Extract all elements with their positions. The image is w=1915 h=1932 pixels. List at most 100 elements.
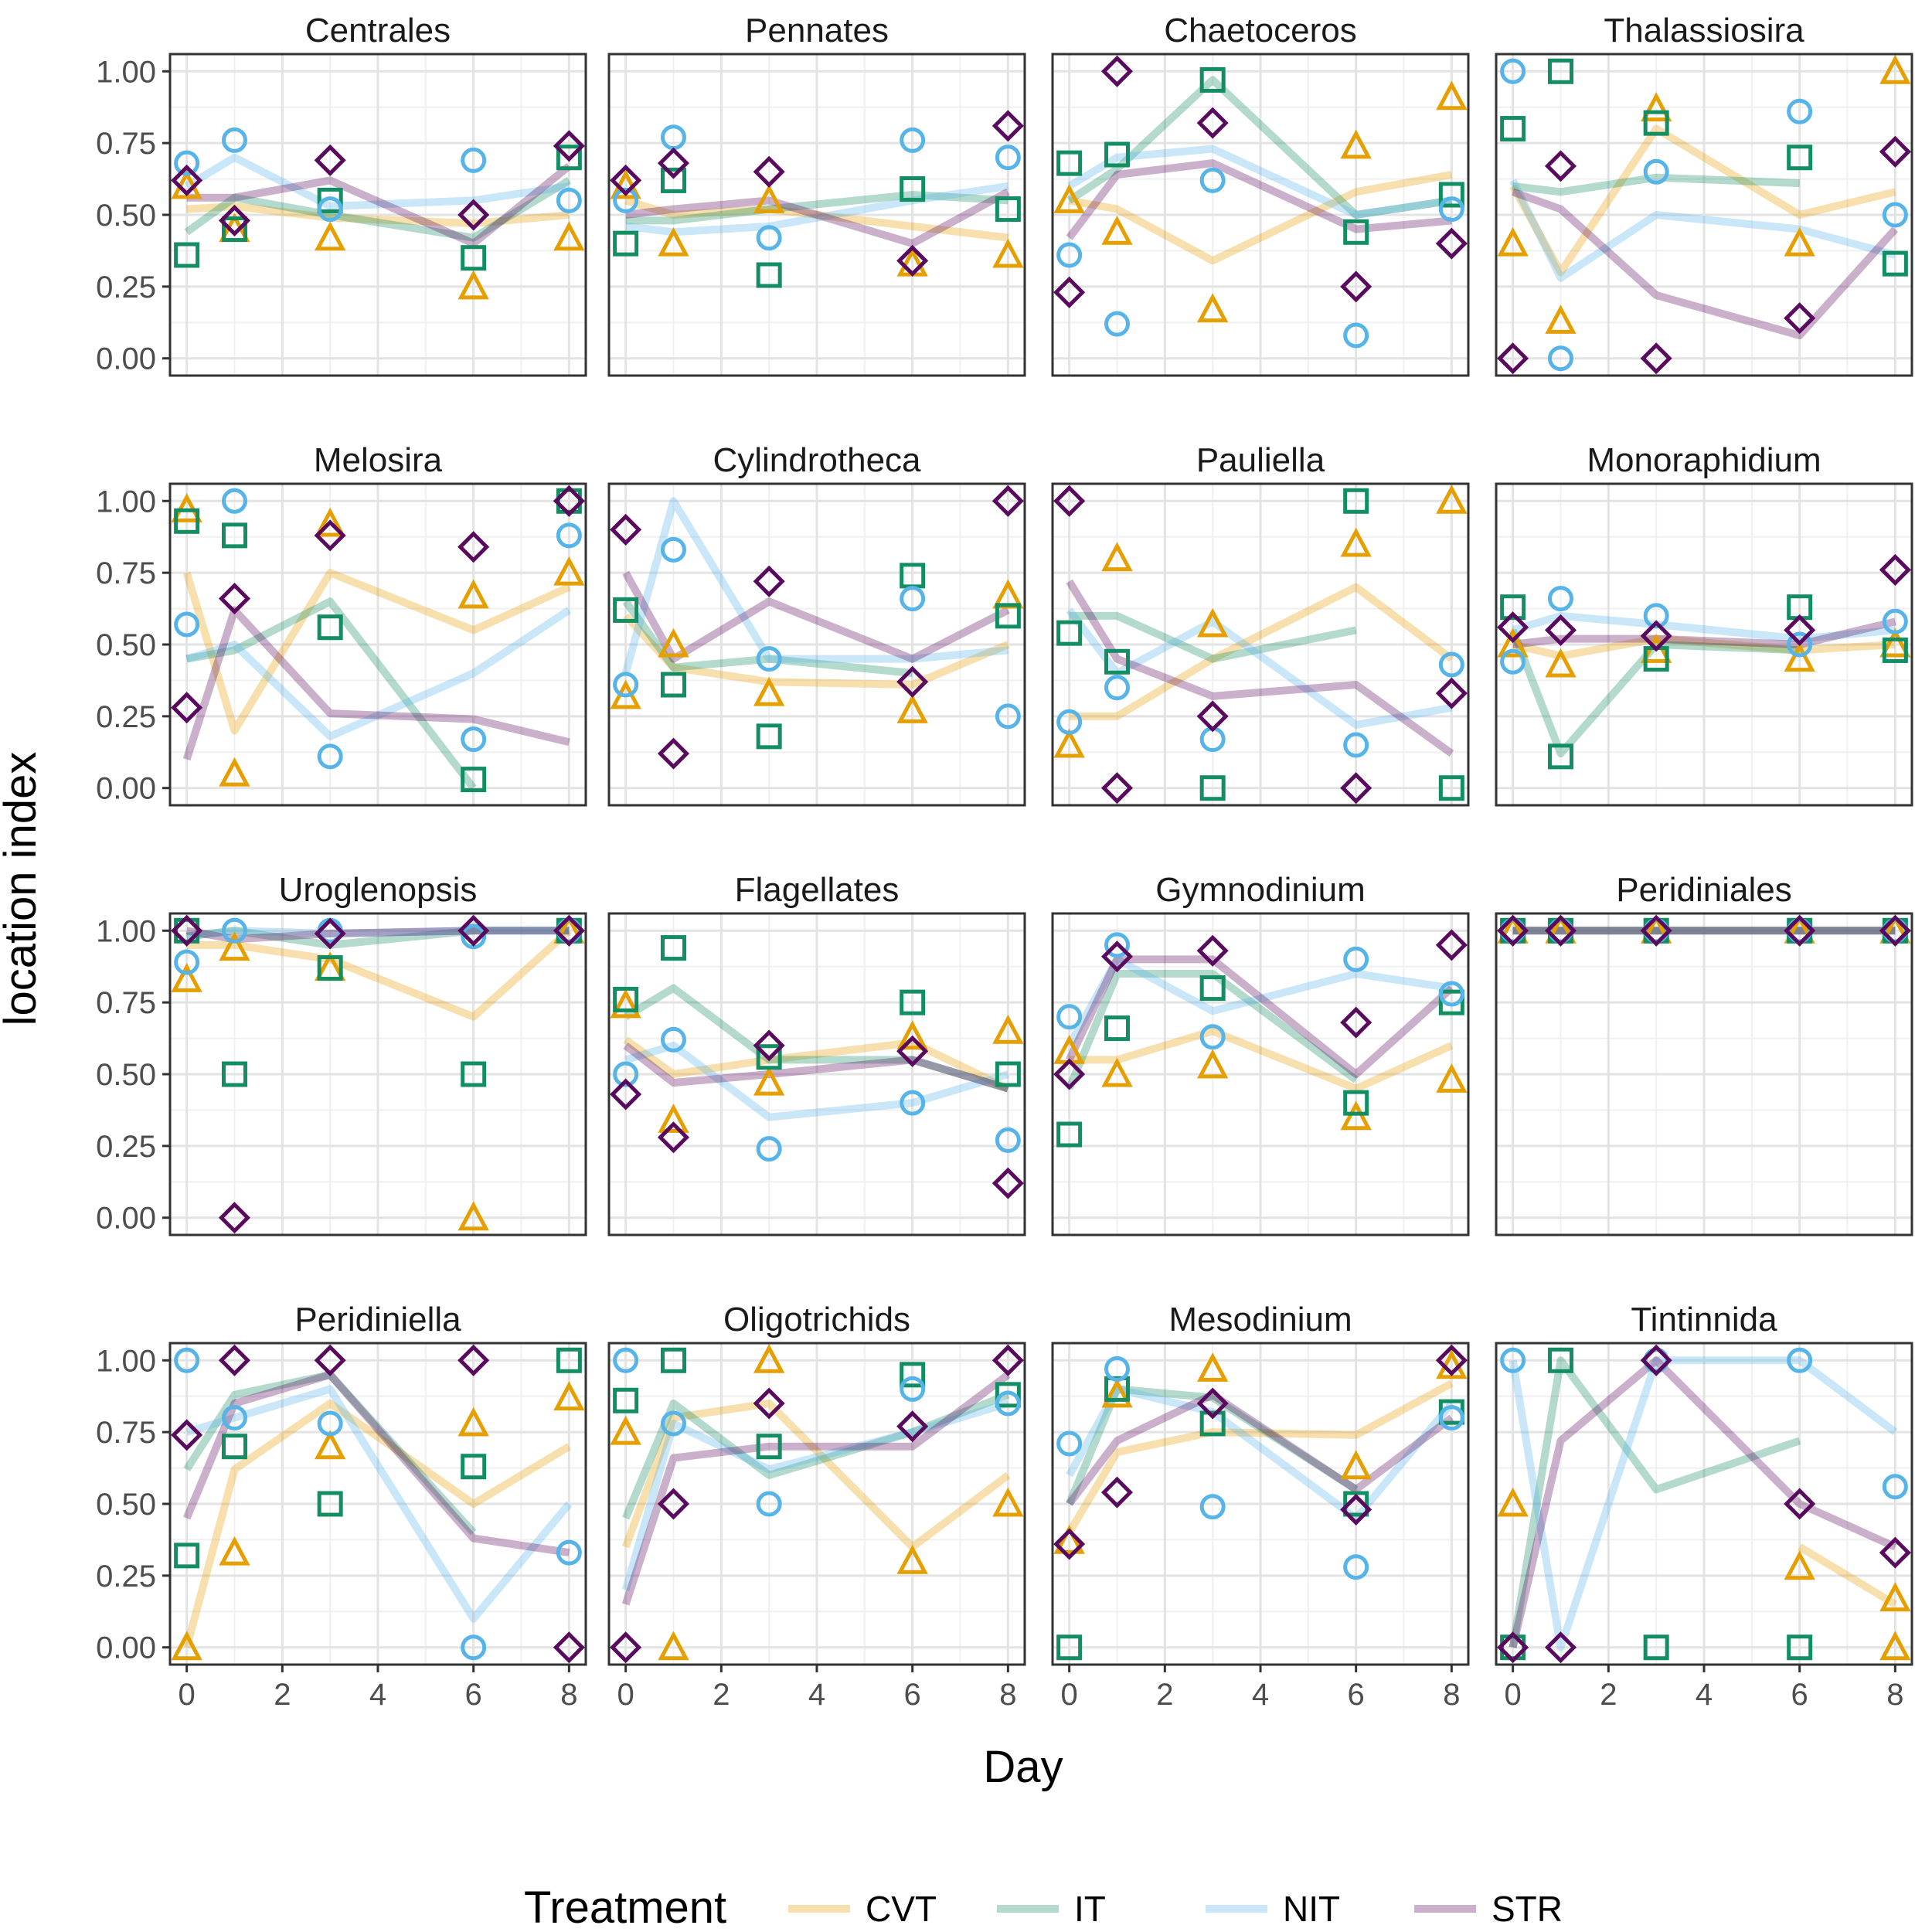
data-point-nit	[995, 1390, 1021, 1417]
data-point-it	[221, 1434, 247, 1460]
data-point-nit	[1500, 58, 1526, 84]
x-tick-label: 0	[617, 1678, 634, 1712]
data-point-cvt	[992, 1487, 1024, 1517]
series-line-it	[1065, 970, 1359, 1090]
series-line-nit	[185, 1385, 573, 1623]
data-point-cvt	[1436, 1063, 1468, 1093]
x-tick-label: 8	[999, 1678, 1016, 1712]
data-point-nit	[317, 196, 343, 223]
series-line-it	[185, 597, 477, 791]
panel-border	[1051, 53, 1470, 377]
data-point-str	[1879, 553, 1911, 586]
data-point-cvt	[457, 579, 489, 609]
series-line-cvt	[182, 1400, 571, 1648]
data-point-str	[553, 1631, 585, 1664]
data-point-str	[1544, 914, 1577, 947]
series-line-str	[621, 1371, 1011, 1606]
data-point-nit	[1199, 167, 1226, 193]
x-tick-label: 0	[179, 1678, 196, 1712]
data-point-str	[753, 1029, 785, 1062]
data-point-str	[218, 1344, 251, 1376]
y-tick-label: 0.25	[96, 1130, 156, 1164]
data-point-nit	[1343, 322, 1369, 349]
data-point-cvt	[896, 1020, 928, 1050]
data-point-nit	[221, 127, 247, 153]
data-point-nit	[221, 1405, 247, 1431]
panel-title: Thalassiosira	[1604, 12, 1804, 49]
data-point-nit	[660, 1410, 686, 1437]
data-point-cvt	[1640, 92, 1672, 122]
data-point-str	[1196, 934, 1229, 967]
panel-pennates: Pennates	[607, 12, 1026, 377]
series-line-nit	[621, 497, 1009, 675]
data-point-nit	[756, 646, 782, 672]
data-point-it	[1104, 1015, 1130, 1042]
panel-title: Melosira	[314, 441, 443, 479]
data-point-str	[457, 531, 490, 563]
data-point-cvt	[658, 1104, 689, 1133]
data-point-cvt	[1101, 1057, 1133, 1087]
data-point-str	[218, 583, 251, 615]
data-point-it	[1104, 648, 1130, 675]
data-point-it	[995, 1382, 1021, 1408]
data-point-it	[1438, 182, 1464, 208]
series-line-str	[1066, 955, 1454, 1078]
data-point-cvt	[992, 1014, 1024, 1044]
data-point-str	[1053, 276, 1086, 308]
data-point-str	[218, 1202, 251, 1234]
x-tick-label: 6	[1348, 1678, 1365, 1712]
y-tick-label: 0.50	[96, 1488, 156, 1522]
data-point-cvt	[1879, 628, 1911, 658]
data-point-nit	[1056, 1430, 1083, 1457]
data-point-nit	[221, 488, 247, 514]
data-point-cvt	[1053, 184, 1085, 213]
data-point-str	[992, 485, 1024, 517]
data-point-str	[1340, 270, 1372, 303]
data-point-it	[1643, 110, 1669, 136]
data-point-cvt	[1879, 1631, 1911, 1661]
data-point-str	[1435, 929, 1468, 961]
series-line-cvt	[624, 196, 1009, 242]
data-point-str	[1340, 772, 1372, 804]
data-point-nit	[613, 1061, 639, 1087]
data-point-it	[174, 508, 200, 534]
legend-label-it: IT	[1074, 1889, 1106, 1929]
data-point-str	[1435, 1344, 1468, 1376]
data-point-cvt	[1879, 54, 1911, 84]
y-tick-label: 0.25	[96, 700, 156, 734]
series-line-nit	[624, 1041, 1009, 1121]
data-point-cvt	[314, 507, 346, 537]
data-point-it	[1199, 1410, 1226, 1437]
data-point-str	[171, 1419, 203, 1451]
y-tick-label: 0.50	[96, 199, 156, 233]
data-point-cvt	[1340, 1100, 1372, 1131]
data-point-nit	[1056, 709, 1083, 735]
y-tick-label: 0.75	[96, 986, 156, 1020]
panel-border	[1495, 482, 1913, 807]
data-point-nit	[756, 1491, 782, 1517]
data-point-it	[660, 167, 686, 193]
data-point-it	[461, 1454, 487, 1480]
data-point-it	[1343, 1090, 1369, 1116]
y-tick-label: 0.75	[96, 127, 156, 161]
data-point-str	[218, 204, 251, 236]
data-point-nit	[613, 187, 639, 213]
data-point-str	[896, 1410, 929, 1443]
data-point-nit	[1104, 675, 1130, 701]
series-line-str	[185, 927, 570, 944]
data-point-it	[900, 989, 926, 1015]
panel-title: Peridiniales	[1616, 871, 1791, 909]
panel-border	[1495, 912, 1913, 1236]
data-point-nit	[556, 522, 582, 549]
data-point-it	[556, 145, 582, 171]
data-point-str	[553, 485, 585, 517]
facet-panels: Centrales 0.00 0.25 0.50 0.75 1.00 Pennates Cha…	[96, 12, 1913, 1712]
series-line-it	[1065, 1385, 1359, 1505]
data-point-nit	[900, 1090, 926, 1116]
data-point-nit	[174, 611, 200, 638]
data-point-nit	[556, 187, 582, 213]
data-point-it	[1882, 637, 1908, 663]
data-point-it	[613, 597, 639, 623]
data-point-nit	[461, 726, 487, 753]
panel-pauliella: Pauliella	[1051, 441, 1470, 807]
